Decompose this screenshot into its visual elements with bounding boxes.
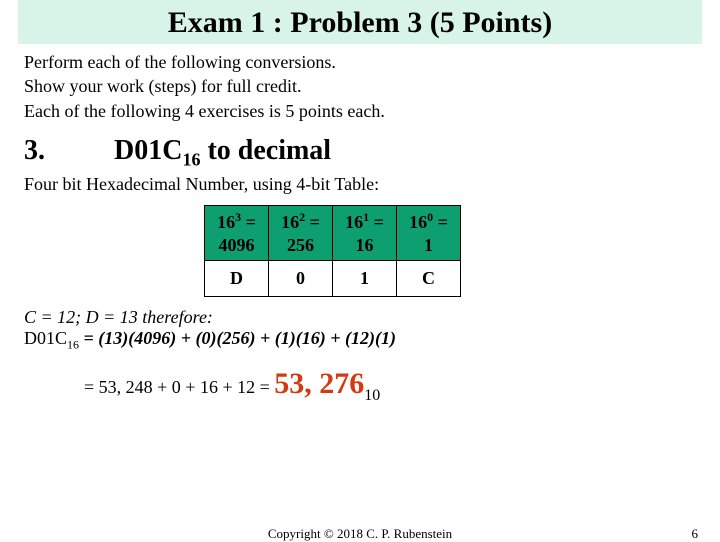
- problem-suffix: to decimal: [200, 135, 331, 166]
- table-cell: 0: [269, 261, 333, 297]
- problem-text: D01C16 to decimal: [114, 135, 331, 171]
- explain-block: C = 12; D = 13 therefore: D01C16 = (13)(…: [24, 307, 696, 353]
- table-header-cell: 160 =1: [397, 206, 461, 261]
- problem-hex-sub: 16: [182, 149, 200, 169]
- instruction-line-2: Show your work (steps) for full credit.: [24, 74, 696, 98]
- result-answer: 53, 27610: [274, 367, 380, 400]
- table-header-cell: 162 =256: [269, 206, 333, 261]
- table-cell: D: [205, 261, 269, 297]
- hex-table: 163 =4096 162 =256 161 =16 160 =1 D 0 1 …: [204, 205, 461, 297]
- slide: Exam 1 : Problem 3 (5 Points) Perform ea…: [0, 0, 720, 540]
- table-cell: C: [397, 261, 461, 297]
- result-prefix: = 53, 248 + 0 + 16 + 12 =: [84, 377, 274, 397]
- explain-hex: D01C: [24, 328, 67, 348]
- hex-table-wrap: 163 =4096 162 =256 161 =16 160 =1 D 0 1 …: [204, 205, 696, 297]
- problem-row: 3. D01C16 to decimal: [24, 135, 696, 171]
- header-exp: 2: [299, 210, 305, 224]
- header-exp: 1: [363, 210, 369, 224]
- explain-hex-sub: 16: [67, 338, 79, 352]
- problem-hex: D01C: [114, 135, 182, 166]
- slide-title: Exam 1 : Problem 3 (5 Points): [168, 6, 552, 39]
- table-header-cell: 161 =16: [333, 206, 397, 261]
- header-val: 16: [356, 235, 374, 255]
- title-band: Exam 1 : Problem 3 (5 Points): [18, 0, 702, 44]
- table-header-row: 163 =4096 162 =256 161 =16 160 =1: [205, 206, 461, 261]
- header-exp: 3: [235, 210, 241, 224]
- table-header-cell: 163 =4096: [205, 206, 269, 261]
- header-val: 4096: [219, 235, 255, 255]
- instructions-block: Perform each of the following conversion…: [24, 50, 696, 123]
- header-val: 256: [287, 235, 314, 255]
- result-row: = 53, 248 + 0 + 16 + 12 = 53, 27610: [84, 367, 696, 405]
- table-data-row: D 0 1 C: [205, 261, 461, 297]
- result-answer-value: 53, 276: [274, 367, 364, 400]
- header-exp: 0: [427, 210, 433, 224]
- problem-number: 3.: [24, 135, 114, 167]
- explain-line-2: D01C16 = (13)(4096) + (0)(256) + (1)(16)…: [24, 328, 696, 353]
- result-answer-sub: 10: [364, 387, 380, 404]
- table-cell: 1: [333, 261, 397, 297]
- subtitle: Four bit Hexadecimal Number, using 4-bit…: [24, 174, 696, 195]
- explain-expansion: = (13)(4096) + (0)(256) + (1)(16) + (12)…: [79, 328, 396, 348]
- explain-line-1: C = 12; D = 13 therefore:: [24, 307, 213, 327]
- instruction-line-3: Each of the following 4 exercises is 5 p…: [24, 99, 696, 123]
- header-val: 1: [424, 235, 433, 255]
- instruction-line-1: Perform each of the following conversion…: [24, 50, 696, 74]
